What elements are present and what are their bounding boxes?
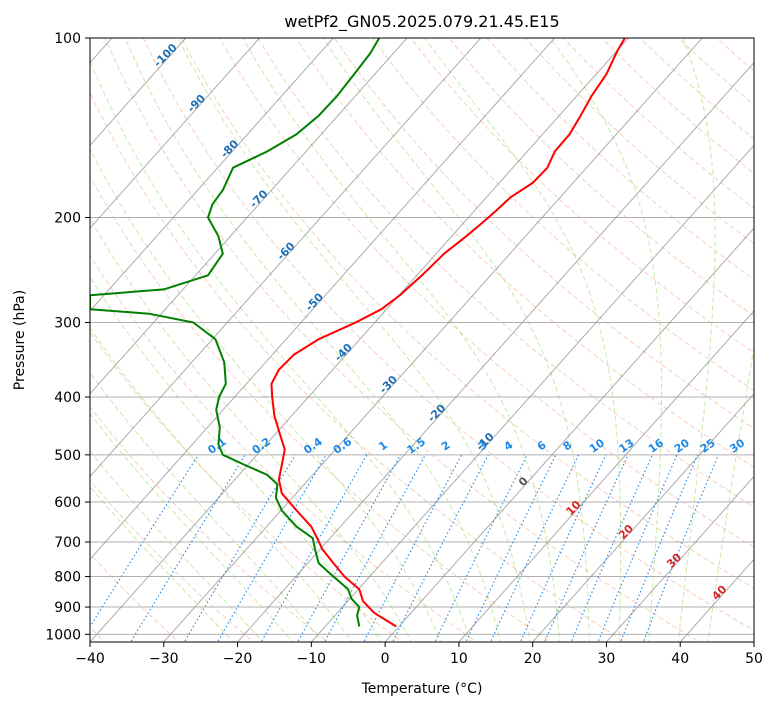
isotherm-line [531,392,754,642]
moist-adiabats [90,38,754,642]
isotherm-line [90,38,556,560]
y-axis-ticks: 100 200 300 400 500 600 700 800 900 1000 [45,31,90,643]
mixing-ratio-lines [90,454,719,642]
mixing-ratio-line [597,454,678,642]
mixing-ratio-line [260,454,368,642]
isotherm-line [310,144,754,642]
x-tick-label: 20 [524,651,542,667]
y-tick-label: 600 [54,495,81,511]
y-tick-label: 400 [54,390,81,406]
plot-frame [89,37,755,643]
moist-adiabat [549,38,662,642]
moist-adiabat [707,343,754,642]
dry-adiabat [90,405,329,642]
isotherm-line [90,38,482,478]
x-tick-label: 50 [745,651,763,667]
mixing-ratio-line [544,454,629,642]
dry-adiabat [180,38,754,589]
isotherm-line [90,38,334,312]
dry-adiabat [333,38,754,430]
isotherms [90,38,754,642]
mixing-ratio-line [519,454,607,642]
x-tick-label: −30 [149,651,179,667]
dry-adiabat [142,38,754,631]
y-axis-label: Pressure (hPa) [12,290,28,390]
isotherm-line [236,61,754,642]
y-tick-label: 100 [54,31,81,47]
moist-adiabat [424,38,622,642]
moist-adiabat [90,412,293,642]
moist-adiabat [677,38,716,642]
x-tick-label: 0 [381,651,390,667]
y-tick-label: 1000 [45,627,81,643]
isotherm-line [605,475,754,642]
moist-adiabat [322,38,590,642]
dry-adiabat [90,254,478,642]
x-tick-label: 10 [450,651,468,667]
x-tick-label: 30 [598,651,616,667]
mixing-ratio-line [570,454,653,642]
moist-adiabat [177,38,531,642]
x-tick-label: 40 [671,651,689,667]
mixing-ratio-line [90,454,199,628]
mixing-ratio-line [363,454,463,642]
x-tick-label: −40 [75,651,105,667]
moist-adiabat [90,59,472,642]
profile-series [90,38,626,628]
y-tick-label: 300 [54,316,81,332]
isotherm-line [90,38,630,642]
dry-adiabat [257,38,754,508]
mixing-ratio-line [642,454,719,642]
x-axis-label: Temperature (°C) [361,681,483,697]
moist-adiabat [242,38,561,642]
moist-adiabat [90,450,264,642]
moist-adiabat [90,371,323,642]
mixing-ratio-line [620,454,699,642]
isotherm-line [163,38,703,642]
y-tick-label: 700 [54,535,81,551]
isotherm-line [90,38,187,147]
x-axis-ticks: −40 −30 −20 −10 0 10 20 30 40 50 [75,642,763,667]
dry-adiabat [90,91,627,642]
dewpoint-line [90,38,381,627]
moist-adiabat [90,327,353,642]
temperature-line [270,38,626,628]
isotherm-line [384,227,754,642]
dry-adiabat [90,331,404,642]
isotherm-line [90,38,261,229]
y-tick-label: 500 [54,448,81,464]
mixing-ratio-line [392,454,489,642]
y-tick-label: 900 [54,600,81,616]
dry-adiabat [448,38,754,317]
plot-area: -100-90-80-70-60-50-40-30-20-10010203040… [90,38,754,642]
isobars [90,38,754,635]
isotherm-line [90,38,408,395]
dry-adiabat [104,38,701,642]
moist-adiabat [90,217,412,642]
isotherm-line [458,310,754,642]
mixing-ratio-line [297,454,402,642]
x-tick-label: −20 [223,651,253,667]
y-tick-label: 200 [54,211,81,227]
x-tick-label: −10 [297,651,327,667]
chart-title: wetPf2_GN05.2025.079.21.45.E15 [284,12,559,32]
dry-adiabat [410,38,754,354]
y-tick-label: 800 [54,570,81,586]
dry-adiabat [90,175,552,642]
mixing-ratio-line [323,454,426,642]
moist-adiabat [124,38,501,642]
